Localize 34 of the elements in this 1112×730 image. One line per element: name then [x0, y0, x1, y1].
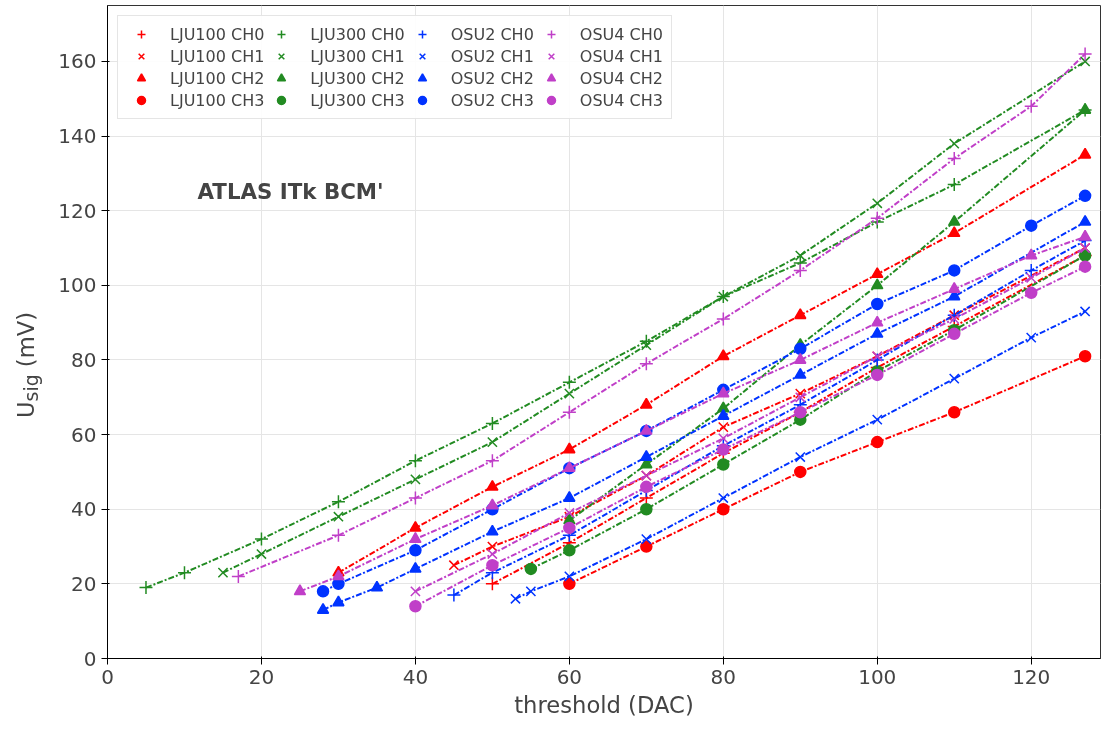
legend-label: OSU2 CH1: [450, 46, 534, 66]
annotation: ATLAS ITk BCM': [197, 178, 384, 204]
legend-label: OSU4 CH3: [579, 90, 663, 110]
legend-label: OSU4 CH0: [579, 24, 663, 44]
x-tick-label: 80: [710, 664, 737, 689]
legend-label: OSU2 CH3: [450, 90, 534, 110]
x-axis-title: threshold (DAC): [514, 691, 694, 718]
legend-label: LJU100 CH2: [170, 68, 265, 88]
x-tick-label: 60: [556, 664, 583, 689]
x-tick-label: 100: [858, 664, 897, 689]
legend-label: LJU300 CH0: [310, 24, 405, 44]
x-tick-label: 120: [1012, 664, 1051, 689]
x-tick-label: 0: [101, 664, 114, 689]
x-tick-label: 20: [248, 664, 275, 689]
y-tick-label: 140: [58, 124, 97, 149]
y-tick-label: 0: [83, 646, 97, 671]
legend-label: LJU300 CH3: [310, 90, 405, 110]
legend-label: OSU4 CH2: [579, 68, 663, 88]
y-tick-label: 160: [58, 49, 97, 74]
y-tick-label: 60: [71, 422, 97, 447]
y-tick-label: 120: [58, 198, 97, 223]
legend-label: LJU100 CH0: [170, 24, 265, 44]
legend-label: OSU4 CH1: [579, 46, 663, 66]
y-tick-label: 40: [71, 497, 97, 522]
legend-label: LJU300 CH2: [310, 68, 405, 88]
legend-label: OSU2 CH2: [450, 68, 534, 88]
legend-label: LJU100 CH1: [170, 46, 265, 66]
y-tick-label: 20: [71, 571, 97, 596]
legend-label: LJU100 CH3: [170, 90, 265, 110]
y-tick-label: 100: [58, 273, 97, 298]
legend-label: LJU300 CH1: [310, 46, 405, 66]
y-tick-label: 80: [71, 347, 97, 372]
x-tick-label: 40: [402, 664, 429, 689]
legend-label: OSU2 CH0: [450, 24, 534, 44]
